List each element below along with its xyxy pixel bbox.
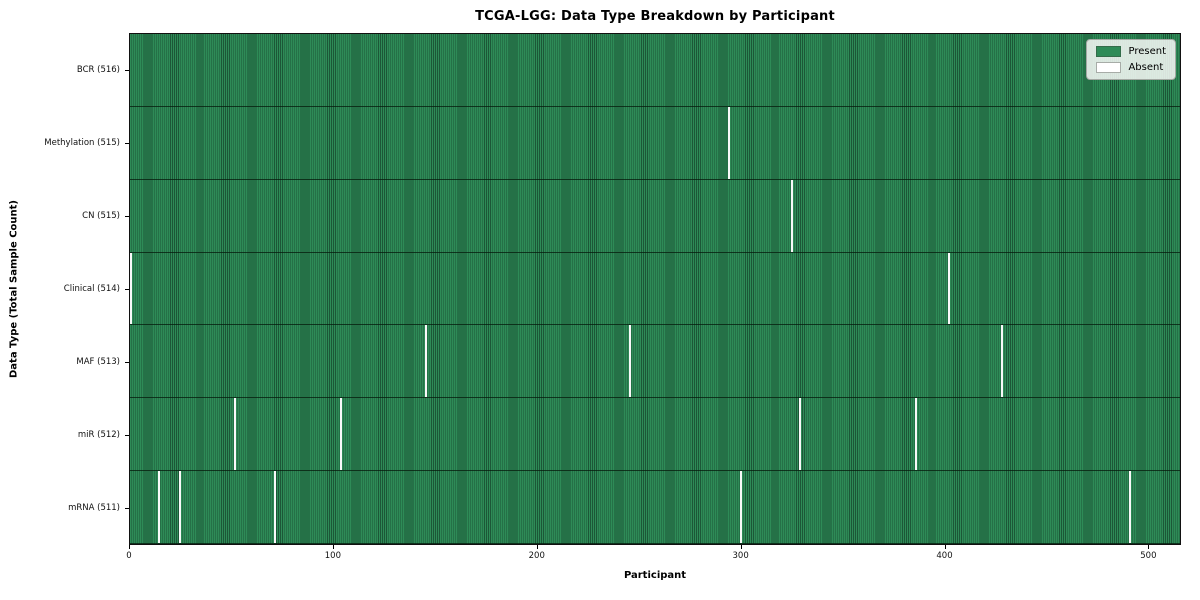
legend-entry-present: Present — [1096, 46, 1166, 57]
absent-gap — [130, 252, 132, 325]
absent-gap — [948, 252, 951, 325]
row-bcr — [130, 34, 1180, 107]
x-tick-mark — [536, 545, 538, 549]
absent-gap — [799, 398, 802, 471]
row-mir — [130, 398, 1180, 472]
y-tick-label: mRNA (511) — [68, 503, 120, 514]
absent-gap — [791, 179, 794, 252]
legend-entry-absent: Absent — [1096, 62, 1166, 73]
x-tick-label: 100 — [324, 551, 341, 561]
absent-gap — [425, 325, 428, 398]
row-cn — [130, 179, 1180, 253]
x-tick-mark — [1148, 545, 1150, 549]
x-tick-label: 500 — [1140, 551, 1157, 561]
absent-gap — [233, 398, 236, 471]
row-methylation — [130, 106, 1180, 180]
x-axis-ticks: 0 100 200 300 400 500 — [126, 545, 1181, 567]
legend-label: Present — [1128, 46, 1166, 57]
absent-gap — [1000, 325, 1003, 398]
legend-swatch-present — [1096, 46, 1122, 57]
y-tick-mark — [125, 289, 129, 290]
absent-gap — [1129, 471, 1132, 544]
legend-swatch-absent — [1096, 62, 1122, 73]
chart-title: TCGA-LGG: Data Type Breakdown by Partici… — [475, 9, 835, 24]
x-tick-label: 300 — [732, 551, 749, 561]
x-tick-mark — [740, 545, 742, 549]
y-tick-label: BCR (516) — [76, 64, 120, 75]
y-tick-label: MAF (513) — [76, 357, 120, 368]
x-tick-mark — [129, 545, 130, 549]
absent-gap — [628, 325, 631, 398]
row-clinical — [130, 252, 1180, 326]
x-tick-label: 400 — [936, 551, 953, 561]
y-tick-mark — [125, 362, 129, 364]
y-tick-mark — [125, 69, 129, 71]
y-tick-label: Methylation (515) — [44, 137, 120, 148]
y-axis-ticks: BCR (516) Methylation (515) CN (515) Clinic… — [0, 33, 129, 545]
absent-gap — [158, 471, 161, 544]
x-tick-mark — [944, 545, 946, 549]
y-tick-mark — [125, 142, 129, 144]
absent-gap — [740, 471, 743, 544]
x-tick-label: 200 — [528, 551, 545, 561]
absent-gap — [339, 398, 342, 471]
absent-gap — [178, 471, 181, 544]
y-tick-label: Clinical (514) — [63, 284, 120, 294]
x-tick-label: 0 — [126, 551, 132, 561]
x-tick-mark — [332, 545, 334, 549]
x-axis-label: Participant — [623, 570, 687, 581]
y-tick-mark — [125, 435, 129, 437]
row-maf — [130, 325, 1180, 399]
legend-label: Absent — [1128, 62, 1164, 73]
y-tick-mark — [125, 508, 129, 510]
absent-gap — [274, 471, 277, 544]
row-mrna — [130, 471, 1180, 545]
legend: Present Absent — [1086, 39, 1176, 80]
plot-area: Present Absent — [129, 33, 1181, 545]
y-tick-label: CN (515) — [82, 210, 120, 221]
absent-gap — [915, 398, 918, 471]
absent-gap — [728, 106, 731, 179]
y-tick-mark — [125, 215, 129, 217]
y-tick-label: miR (512) — [77, 430, 120, 441]
